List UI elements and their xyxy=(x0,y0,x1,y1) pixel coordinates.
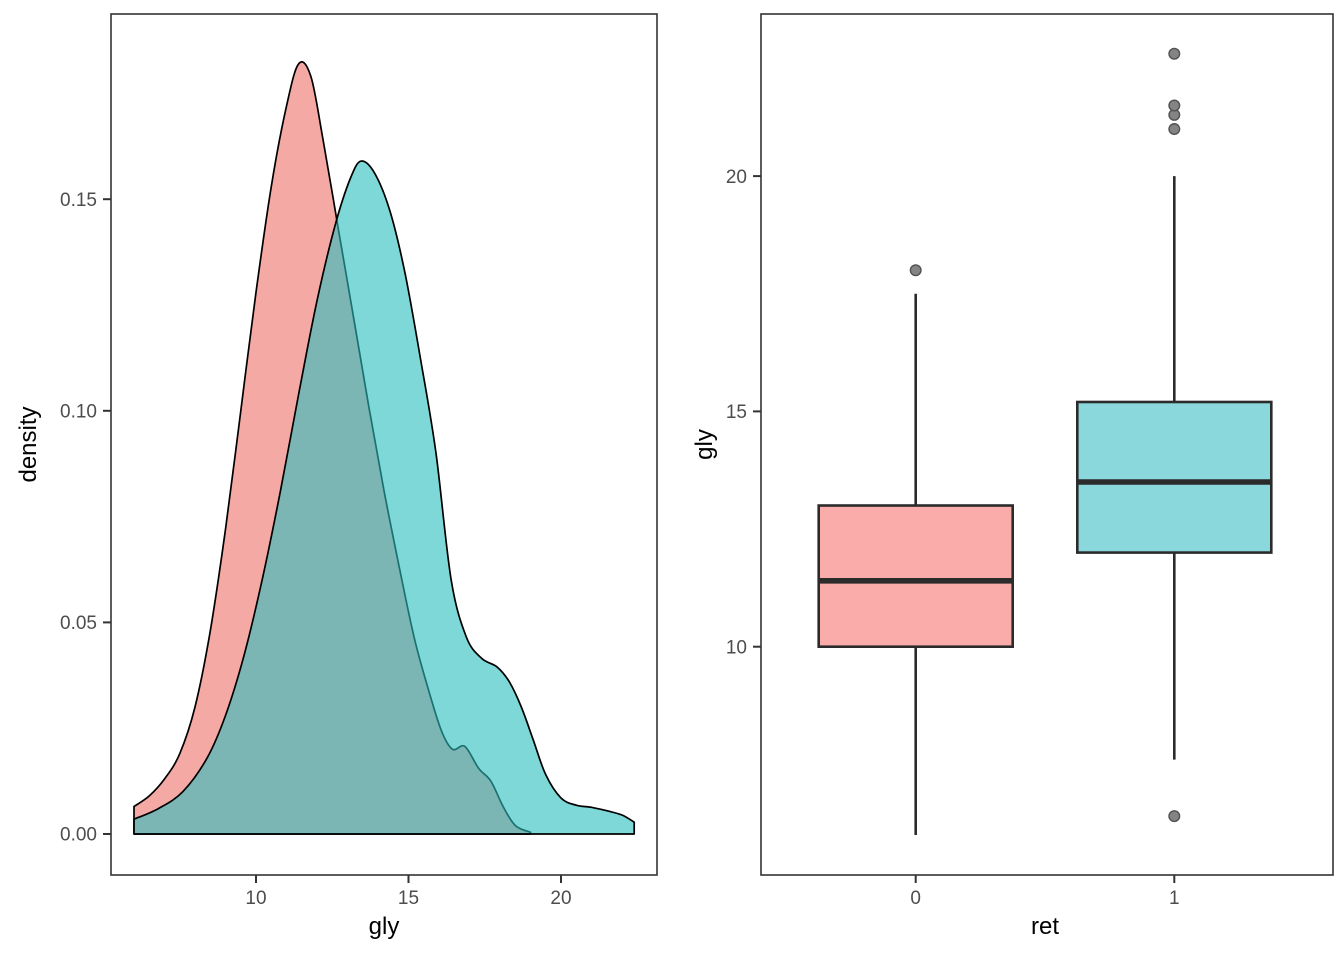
boxplot-panel-border xyxy=(760,13,1334,876)
boxplot-x-axis-title: ret xyxy=(1031,913,1059,940)
density-plot-panel xyxy=(111,14,657,875)
boxplot-x-tick-label-1: 1 xyxy=(1169,888,1180,909)
boxplot-y-tick-label-0: 10 xyxy=(726,637,747,658)
density-y-tick-label-0: 0.00 xyxy=(60,825,97,846)
boxplot-x-tick-label-0: 0 xyxy=(910,888,921,909)
density-x-tick-label-0: 10 xyxy=(245,888,266,909)
boxplot-outlier-point-ret-1 xyxy=(1168,123,1181,136)
density-area-ret-1 xyxy=(133,160,636,835)
density-y-tick-label-3: 0.15 xyxy=(60,190,97,211)
boxplot-y-tick-label-1: 15 xyxy=(726,402,747,423)
density-x-tick-label-1: 15 xyxy=(398,888,419,909)
boxplot-box-ret-0 xyxy=(817,504,1015,648)
boxplot-box-ret-1 xyxy=(1076,400,1273,554)
boxplot-outlier-point-ret-1 xyxy=(1168,47,1181,60)
density-x-axis-title: gly xyxy=(369,913,400,940)
boxplot-panel xyxy=(761,14,1333,875)
boxplot-outlier-point-ret-1 xyxy=(1168,810,1181,823)
boxplot-y-axis-title: gly xyxy=(691,429,718,460)
density-panel-border xyxy=(110,13,658,876)
density-y-axis-title: density xyxy=(15,406,42,482)
density-x-tick-label-2: 20 xyxy=(550,888,571,909)
boxplot-outlier-point-ret-0 xyxy=(909,264,922,277)
boxplot-y-tick-label-2: 20 xyxy=(726,167,747,188)
axes-layer xyxy=(103,13,1334,883)
boxplot-outlier-point-ret-1 xyxy=(1168,99,1181,112)
density-y-tick-label-2: 0.10 xyxy=(60,401,97,422)
density-y-tick-label-1: 0.05 xyxy=(60,613,97,634)
